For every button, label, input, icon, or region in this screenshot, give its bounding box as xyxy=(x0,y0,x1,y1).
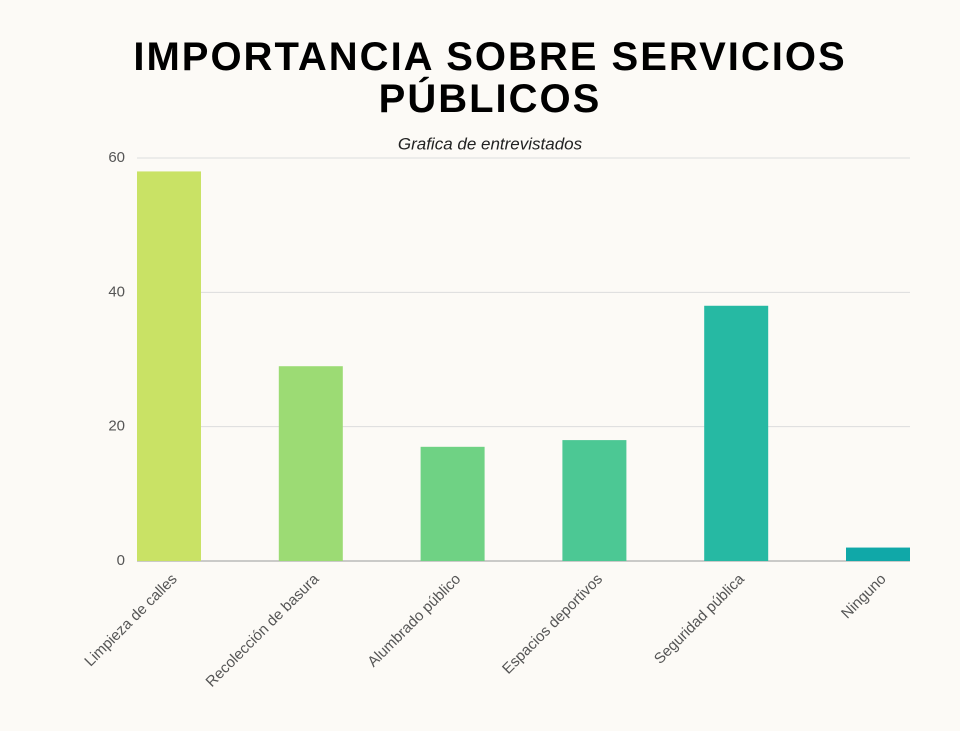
x-tick-label: Limpieza de calles xyxy=(81,571,180,670)
bar xyxy=(420,446,485,561)
chart-subtitle: Grafica de entrevistados xyxy=(398,134,583,153)
x-tick-label: Recolección de basura xyxy=(203,570,323,690)
x-tick-label: Ninguno xyxy=(838,571,890,623)
y-tick-label: 60 xyxy=(108,149,125,166)
x-tick-label: Alumbrado público xyxy=(364,571,464,671)
bar xyxy=(704,305,769,561)
y-tick-label: 20 xyxy=(108,418,125,435)
y-tick-label: 0 xyxy=(117,552,125,569)
bar xyxy=(846,547,910,561)
x-tick-label: Seguridad pública xyxy=(651,570,748,667)
bar xyxy=(278,366,343,561)
y-tick-label: 40 xyxy=(108,283,125,300)
bar xyxy=(562,440,627,561)
chart-title: IMPORTANCIA SOBRE SERVICIOS PÚBLICOS xyxy=(133,35,847,121)
x-tick-label: Espacios deportivos xyxy=(499,571,606,678)
bar xyxy=(137,171,201,561)
